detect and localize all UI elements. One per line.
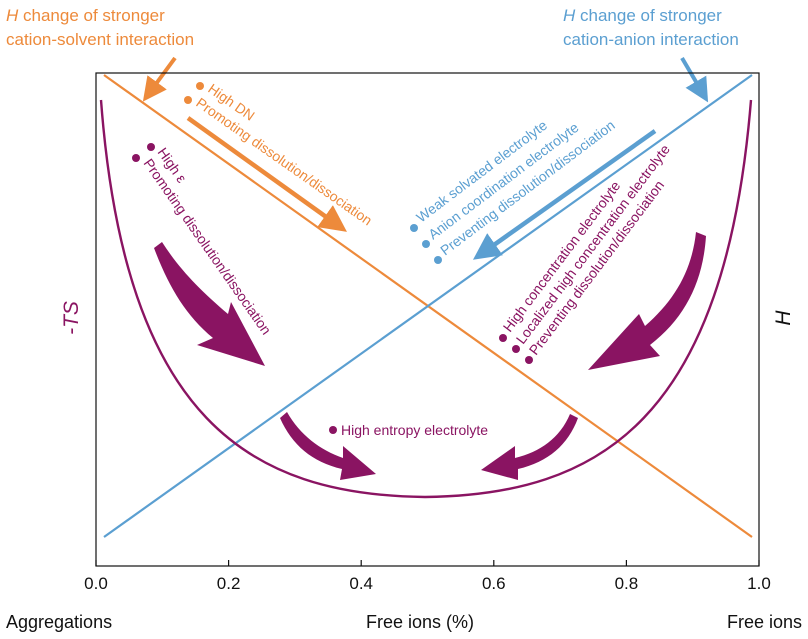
y-axis-right-label: H xyxy=(772,310,795,326)
promoting-orange-label: Promoting dissolution/dissociation xyxy=(193,94,375,228)
x-axis-right-end-label: Free ions xyxy=(727,612,802,632)
localized-high-concentration-bullet xyxy=(512,345,520,353)
x-tick-3: 0.6 xyxy=(482,574,506,593)
cation-anion-enthalpy-line xyxy=(103,74,753,538)
left-header-line1: H change of stronger xyxy=(6,6,165,25)
plot-frame xyxy=(95,72,760,567)
y-axis-left-label: -TS xyxy=(60,301,83,335)
left-lower-curved-arrow xyxy=(280,412,376,480)
right-header-line1: H change of stronger xyxy=(563,6,722,25)
right-upper-curved-arrow xyxy=(588,232,706,370)
x-tick-4: 0.8 xyxy=(615,574,639,593)
x-tick-1: 0.2 xyxy=(217,574,241,593)
high-epsilon-bullet xyxy=(147,143,155,151)
preventing-blue-bullet xyxy=(434,256,442,264)
weak-solvated-label: Weak solvated electrolyte xyxy=(413,117,550,226)
high-entropy-label: High entropy electrolyte xyxy=(341,422,488,438)
x-tick-5: 1.0 xyxy=(747,574,771,593)
entropy-curve xyxy=(99,99,753,499)
x-axis-left-end-label: Aggregations xyxy=(6,612,112,632)
promoting-purple-bullet xyxy=(132,154,140,162)
preventing-purple-bullet xyxy=(525,356,533,364)
x-axis-ticks xyxy=(95,560,760,566)
right-header-arrow xyxy=(680,56,709,103)
left-header-line2: cation-solvent interaction xyxy=(6,30,194,49)
high-concentration-bullet xyxy=(499,334,507,342)
weak-solvated-bullet xyxy=(410,224,418,232)
high-dn-bullet xyxy=(196,82,204,90)
left-upper-curved-arrow xyxy=(154,242,265,366)
promoting-orange-bullet xyxy=(184,96,192,104)
high-entropy-bullet xyxy=(329,426,337,434)
anion-coordination-bullet xyxy=(422,240,430,248)
right-lower-curved-arrow xyxy=(481,414,578,480)
blue-direction-arrow xyxy=(472,129,657,260)
x-tick-0: 0.0 xyxy=(84,574,108,593)
left-header-arrow xyxy=(142,56,177,102)
x-tick-2: 0.4 xyxy=(349,574,373,593)
right-header-line2: cation-anion interaction xyxy=(563,30,739,49)
x-axis-title: Free ions (%) xyxy=(366,612,474,632)
anion-coordination-label: Anion coordination electrolyte xyxy=(425,119,581,242)
orange-direction-arrow xyxy=(186,116,347,232)
